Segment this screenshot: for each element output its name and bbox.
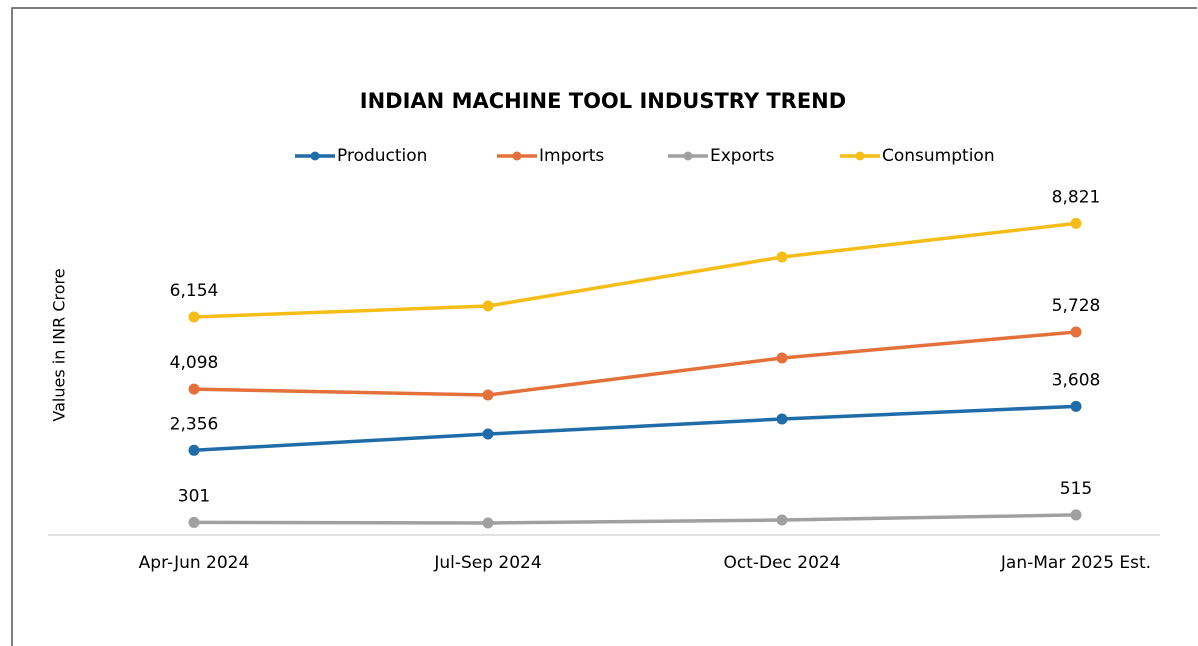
data-point bbox=[1070, 217, 1082, 229]
legend-marker bbox=[855, 151, 865, 161]
x-tick-label: Jan-Mar 2025 Est. bbox=[1000, 553, 1151, 573]
data-point bbox=[1070, 400, 1082, 412]
data-point bbox=[482, 300, 494, 312]
series-line bbox=[193, 513, 1077, 525]
data-point bbox=[188, 444, 200, 456]
legend-marker bbox=[683, 151, 693, 161]
data-point bbox=[482, 428, 494, 440]
legend-marker bbox=[512, 151, 522, 161]
data-label: 301 bbox=[178, 486, 210, 506]
data-label: 515 bbox=[1060, 479, 1092, 499]
data-label: 2,356 bbox=[170, 414, 219, 434]
data-point bbox=[188, 383, 200, 395]
x-tick-label: Jul-Sep 2024 bbox=[433, 553, 541, 573]
data-label: 5,728 bbox=[1052, 296, 1101, 316]
data-point bbox=[776, 352, 788, 364]
data-point bbox=[1070, 326, 1082, 338]
x-tick-label: Oct-Dec 2024 bbox=[723, 553, 840, 573]
data-label: 3,608 bbox=[1052, 370, 1101, 390]
series-line bbox=[193, 221, 1077, 319]
data-point bbox=[482, 517, 494, 529]
chart-title: INDIAN MACHINE TOOL INDUSTRY TREND bbox=[360, 89, 846, 113]
x-tick-label: Apr-Jun 2024 bbox=[139, 553, 250, 573]
data-label: 8,821 bbox=[1052, 187, 1101, 207]
legend-label: Exports bbox=[710, 146, 775, 166]
data-point bbox=[1070, 509, 1082, 521]
data-label: 6,154 bbox=[170, 281, 219, 301]
series-line bbox=[193, 330, 1077, 397]
legend-label: Consumption bbox=[882, 146, 995, 166]
data-point bbox=[188, 516, 200, 528]
legend-label: Production bbox=[337, 146, 427, 166]
data-point bbox=[482, 389, 494, 401]
data-point bbox=[776, 251, 788, 263]
data-label: 4,098 bbox=[170, 353, 219, 373]
series-line bbox=[193, 404, 1077, 453]
data-point bbox=[776, 413, 788, 425]
legend-marker bbox=[310, 151, 320, 161]
data-point bbox=[776, 514, 788, 526]
legend-label: Imports bbox=[539, 146, 604, 166]
y-axis-label: Values in INR Crore bbox=[50, 268, 69, 421]
frame bbox=[11, 7, 1197, 646]
data-point bbox=[188, 311, 200, 323]
